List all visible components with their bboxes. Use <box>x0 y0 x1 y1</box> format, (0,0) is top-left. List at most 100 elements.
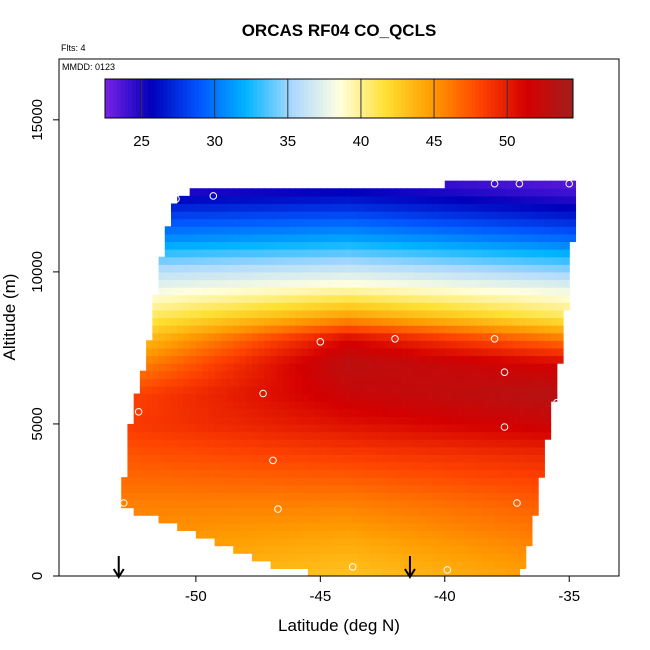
heatmap-cell <box>227 385 234 395</box>
heatmap-cell <box>538 332 545 341</box>
heatmap-cell <box>270 363 278 372</box>
heatmap-cell <box>195 454 203 463</box>
heatmap-cell <box>171 294 178 303</box>
heatmap-cell <box>339 363 346 372</box>
heatmap-cell <box>395 279 402 288</box>
heatmap-cell <box>251 211 259 220</box>
heatmap-cell <box>320 302 328 311</box>
heatmap-cell <box>307 545 315 554</box>
heatmap-cell <box>413 416 421 425</box>
heatmap-cell <box>152 325 160 334</box>
heatmap-cell <box>475 423 483 433</box>
heatmap-cell <box>519 454 527 463</box>
heatmap-cell <box>276 363 284 372</box>
heatmap-cell <box>494 264 502 273</box>
heatmap-cell <box>264 355 272 364</box>
heatmap-cell <box>376 560 384 569</box>
heatmap-cell <box>426 256 433 265</box>
heatmap-cell <box>395 431 402 440</box>
heatmap-cell <box>270 401 278 410</box>
heatmap-cell <box>195 499 203 509</box>
heatmap-cell <box>351 309 359 319</box>
heatmap-cell <box>289 256 297 265</box>
heatmap-cell <box>556 241 564 250</box>
heatmap-cell <box>345 401 353 410</box>
heatmap-cell <box>563 279 570 288</box>
heatmap-cell <box>258 363 265 372</box>
heatmap-cell <box>214 530 222 539</box>
heatmap-cell <box>320 211 328 220</box>
heatmap-cell <box>531 507 539 516</box>
heatmap-cell <box>451 408 458 417</box>
heatmap-cell <box>227 416 234 425</box>
heatmap-cell <box>320 264 328 273</box>
heatmap-cell <box>500 347 508 357</box>
heatmap-cell <box>189 499 197 509</box>
heatmap-cell <box>326 340 334 349</box>
heatmap-cell <box>307 408 315 417</box>
heatmap-cell <box>189 423 197 433</box>
heatmap-cell <box>345 507 353 516</box>
heatmap-cell <box>264 241 272 250</box>
heatmap-cell <box>357 279 365 288</box>
heatmap-cell <box>469 309 477 319</box>
heatmap-cell <box>401 454 409 463</box>
heatmap-cell <box>289 309 297 319</box>
heatmap-cell <box>251 537 259 547</box>
heatmap-cell <box>345 347 353 357</box>
heatmap-cell <box>500 287 508 296</box>
heatmap-cell <box>214 416 222 425</box>
heatmap-cell <box>183 446 191 455</box>
heatmap-cell <box>370 363 377 372</box>
heatmap-cell <box>264 271 272 281</box>
heatmap-cell <box>544 188 552 197</box>
heatmap-cell <box>164 454 172 463</box>
heatmap-cell <box>432 469 440 478</box>
heatmap-cell <box>531 408 539 417</box>
heatmap-cell <box>370 530 377 539</box>
heatmap-cell <box>202 507 209 516</box>
heatmap-cell <box>351 287 359 296</box>
heatmap-cell <box>133 477 141 486</box>
heatmap-cell <box>407 355 415 364</box>
heatmap-cell <box>426 363 433 372</box>
heatmap-cell <box>507 507 514 516</box>
sample-point <box>565 179 574 188</box>
heatmap-cell <box>382 218 390 227</box>
heatmap-cell <box>177 287 185 296</box>
heatmap-cell <box>488 454 496 463</box>
heatmap-cell <box>538 294 545 303</box>
heatmap-cell <box>463 347 471 357</box>
heatmap-cell <box>152 393 160 402</box>
heatmap-cell <box>482 568 489 577</box>
heatmap-cell <box>401 507 409 516</box>
heatmap-cell <box>189 340 197 349</box>
heatmap-cell <box>220 385 228 395</box>
heatmap-cell <box>307 249 315 258</box>
heatmap-cell <box>307 302 315 311</box>
heatmap-cell <box>208 325 216 334</box>
heatmap-cell <box>507 408 514 417</box>
heatmap-cell <box>419 515 427 524</box>
heatmap-cell <box>382 408 390 417</box>
heatmap-cell <box>270 393 278 402</box>
heatmap-cell <box>289 446 297 455</box>
heatmap-cell <box>544 363 552 372</box>
heatmap-cell <box>419 309 427 319</box>
heatmap-cell <box>146 347 153 357</box>
heatmap-cell <box>332 553 340 562</box>
colorbar-segment <box>327 79 332 118</box>
heatmap-cell <box>195 317 203 326</box>
heatmap-cell <box>183 271 191 281</box>
heatmap-cell <box>525 461 533 471</box>
heatmap-cell <box>326 515 334 524</box>
heatmap-cell <box>556 218 564 227</box>
colorbar-segment <box>483 79 488 118</box>
heatmap-cell <box>482 233 489 243</box>
heatmap-cell <box>152 431 160 440</box>
heatmap-cell <box>295 211 303 220</box>
heatmap-cell <box>295 537 303 547</box>
heatmap-cell <box>339 256 346 265</box>
heatmap-cell <box>202 203 209 212</box>
heatmap-cell <box>363 294 371 303</box>
